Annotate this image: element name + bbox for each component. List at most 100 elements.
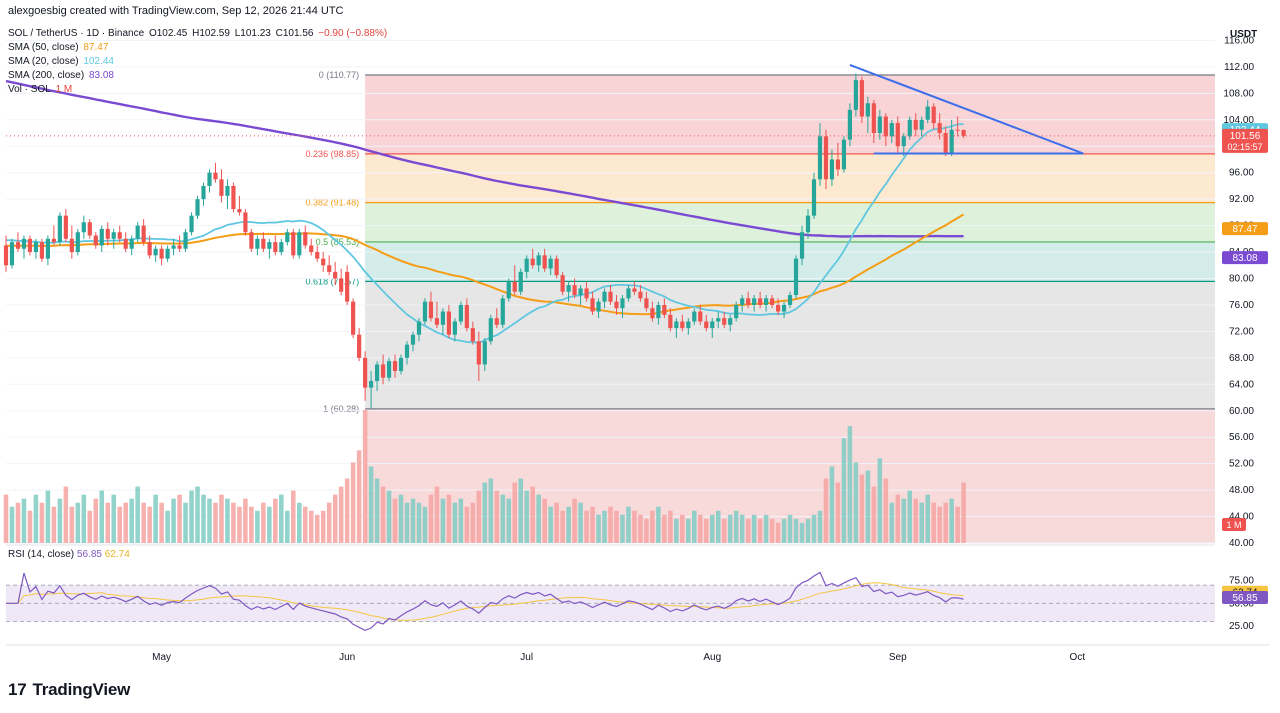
price-tick-label: 96.00 — [1229, 168, 1254, 179]
trendlines[interactable] — [6, 63, 1215, 155]
candle-body — [392, 361, 398, 372]
volume-bar — [524, 490, 529, 543]
price-tick-label: 40.00 — [1229, 538, 1254, 549]
legend-volume[interactable]: Vol · SOL 1 M — [8, 84, 74, 95]
candle-body — [75, 232, 80, 253]
volume-bar — [21, 498, 27, 543]
volume-bar — [650, 510, 655, 543]
legend-rsi[interactable]: RSI (14, close) 56.85 62.74 — [8, 549, 130, 560]
open-value: O102.45 — [148, 28, 188, 39]
volume-bar — [440, 498, 446, 543]
candle-body — [530, 258, 535, 266]
candle-body — [237, 209, 242, 213]
candle-body — [303, 232, 308, 246]
candle-body — [871, 103, 876, 134]
legend-sma-200[interactable]: SMA (200, close) 83.08 — [8, 70, 116, 81]
candle-body — [213, 172, 218, 180]
fib-zone — [365, 241, 1216, 282]
volume-bar — [811, 514, 817, 543]
close-value: C101.56 — [275, 28, 314, 39]
volume-bar — [434, 486, 440, 543]
candle-body — [811, 179, 817, 216]
volume-bar — [273, 498, 278, 543]
candle-body — [943, 133, 948, 153]
volume-bar — [823, 478, 829, 543]
candle-body — [111, 232, 116, 239]
candle-body — [931, 106, 936, 124]
volume-bar — [566, 506, 571, 543]
legend-sma-50[interactable]: SMA (50, close) 87.47 — [8, 42, 110, 53]
volume-bar — [350, 462, 356, 543]
fibonacci-retracement[interactable]: 0 (110.77)0.236 (98.85)0.382 (91.48)0.5 … — [306, 70, 1216, 543]
candle-body — [907, 119, 912, 137]
volume-bar — [111, 494, 117, 543]
candle-body — [141, 225, 146, 243]
volume-bar — [668, 510, 673, 543]
candle-body — [225, 185, 230, 196]
volume-bar — [356, 450, 362, 543]
candle-body — [961, 130, 966, 136]
volume-bar — [662, 514, 667, 543]
candle-body — [901, 136, 906, 147]
time-axis[interactable]: May Jun Jul Aug Sep Oct — [6, 644, 1270, 663]
volume-bar — [117, 506, 122, 543]
volume-bar — [494, 490, 500, 543]
candle-body — [781, 304, 787, 312]
volume-bar — [45, 490, 51, 543]
volume-bar — [446, 494, 452, 543]
price-tick-label: 52.00 — [1229, 459, 1254, 470]
volume-bar — [135, 486, 140, 543]
volume-bar — [859, 474, 865, 543]
volume-bar — [63, 486, 69, 543]
price-tick-label: 112.00 — [1224, 62, 1254, 73]
symbol-name[interactable]: SOL / TetherUS · 1D · Binance — [8, 28, 145, 39]
candle-body — [57, 215, 62, 243]
candle-body — [15, 242, 21, 249]
candle-body — [859, 80, 864, 117]
candlesticks[interactable] — [3, 73, 966, 409]
candle-body — [925, 106, 930, 120]
volume-bar — [871, 486, 877, 543]
volume-bar — [255, 510, 260, 543]
candle-body — [476, 341, 481, 365]
volume-bar — [308, 510, 314, 543]
volume-bar — [542, 498, 547, 543]
volume-bar — [51, 506, 57, 543]
candle-body — [650, 308, 655, 319]
legend-ma-value: 62.74 — [104, 549, 130, 560]
candle-body — [548, 258, 553, 269]
tradingview-logo[interactable]: 17 TradingView — [8, 680, 130, 700]
legend-sma-20[interactable]: SMA (20, close) 102.44 — [8, 56, 116, 67]
candle-body — [45, 238, 50, 259]
rsi-pane[interactable] — [6, 544, 1215, 632]
candle-body — [494, 318, 499, 325]
candle-body — [255, 238, 260, 249]
volume-bar — [213, 502, 218, 543]
volume-bar — [57, 498, 63, 543]
volume-bar — [296, 502, 302, 543]
candle-body — [668, 314, 673, 329]
volume-bar — [291, 490, 296, 543]
volume-bar — [458, 498, 464, 543]
volume-bar — [231, 502, 236, 543]
candle-body — [752, 298, 757, 305]
currency-label[interactable]: USDT — [1230, 29, 1258, 40]
candle-body — [584, 288, 589, 299]
price-tick-label: 56.00 — [1229, 432, 1254, 443]
candle-body — [829, 159, 835, 180]
candle-body — [895, 123, 900, 147]
volume-bar — [452, 502, 458, 543]
candle-body — [596, 301, 601, 312]
volume-bar — [530, 486, 535, 543]
tradingview-logo-icon: 17 — [8, 680, 27, 699]
volume-bar — [674, 518, 679, 543]
legend-label: SMA (200, close) — [8, 70, 85, 81]
volume-bar — [602, 510, 607, 543]
volume-bar — [177, 494, 182, 543]
volume-bar — [249, 506, 254, 543]
candle-body — [746, 298, 751, 305]
volume-bar — [614, 510, 619, 543]
candle-body — [853, 80, 858, 110]
volume-bar — [841, 438, 847, 543]
volume-bar — [572, 498, 577, 543]
